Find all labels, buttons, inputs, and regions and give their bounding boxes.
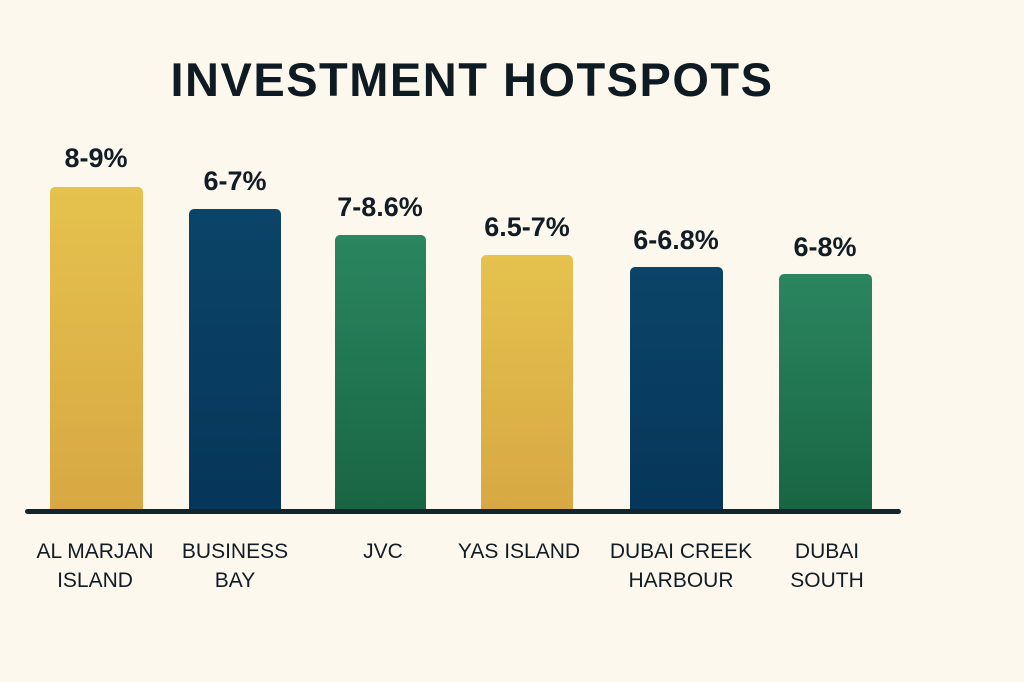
value-label: 7-8.6%: [337, 192, 423, 222]
category-label: BUSINESS BAY: [181, 540, 289, 592]
value-label: 6-8%: [793, 232, 857, 262]
value-label: 8-9%: [64, 143, 128, 173]
category-label: DUBAI CREEK HARBOUR: [609, 540, 753, 592]
bar-business-bay: [189, 209, 281, 511]
bar-al-marjan-island: [50, 187, 143, 511]
value-label: 6-7%: [203, 166, 267, 196]
bar-dubai-creek-harbour: [630, 267, 723, 511]
category-label: JVC: [363, 540, 403, 563]
x-axis-baseline: [25, 509, 901, 514]
value-label: 6.5-7%: [484, 212, 570, 242]
category-label: DUBAI SOUTH: [790, 540, 864, 592]
category-label: YAS ISLAND: [457, 540, 581, 563]
value-label: 6-6.8%: [633, 225, 719, 255]
bar-jvc: [335, 235, 426, 511]
category-label: AL MARJAN ISLAND: [36, 540, 154, 592]
chart-title: INVESTMENT HOTSPOTS: [170, 53, 774, 106]
bar-yas-island: [481, 255, 573, 511]
bar-dubai-south: [779, 274, 872, 511]
